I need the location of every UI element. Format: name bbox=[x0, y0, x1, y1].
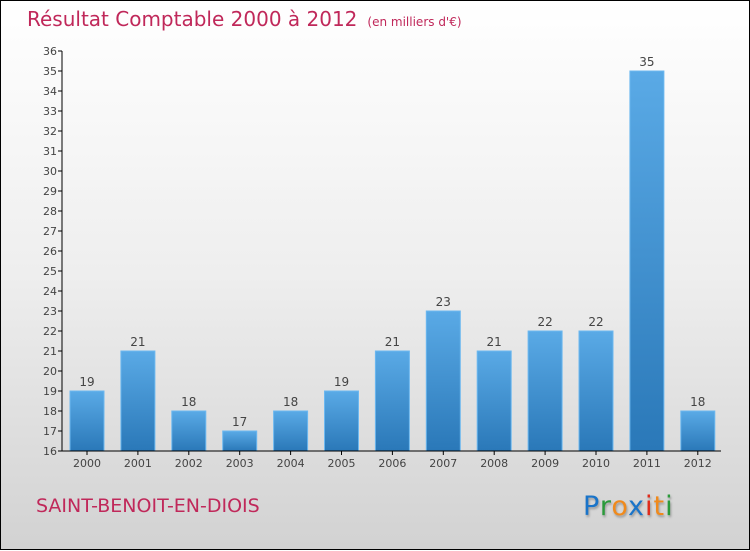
chart-subtitle: (en milliers d'€) bbox=[367, 15, 462, 29]
data-label-2003: 17 bbox=[232, 415, 247, 429]
y-tick-label-16: 16 bbox=[43, 445, 57, 458]
bar-2012 bbox=[680, 410, 716, 452]
proxiti-logo: Proxiti bbox=[583, 491, 674, 522]
y-tick-label-28: 28 bbox=[43, 205, 57, 218]
x-tick-label-2008: 2008 bbox=[480, 457, 508, 470]
data-label-2008: 21 bbox=[487, 335, 502, 349]
x-tick-label-2003: 2003 bbox=[226, 457, 254, 470]
logo-letter: x bbox=[628, 491, 646, 522]
logo-letter: t bbox=[653, 491, 666, 522]
y-tick-label-17: 17 bbox=[43, 425, 57, 438]
y-tick-label-30: 30 bbox=[43, 165, 57, 178]
data-label-2005: 19 bbox=[334, 375, 349, 389]
bar-2000 bbox=[69, 390, 105, 452]
data-label-2006: 21 bbox=[385, 335, 400, 349]
data-label-2001: 21 bbox=[130, 335, 145, 349]
y-tick-label-20: 20 bbox=[43, 365, 57, 378]
y-tick-label-32: 32 bbox=[43, 125, 57, 138]
data-label-2000: 19 bbox=[79, 375, 94, 389]
bar-2006 bbox=[374, 350, 410, 452]
x-tick-label-2012: 2012 bbox=[684, 457, 712, 470]
bar-2011 bbox=[629, 70, 665, 452]
y-tick-label-18: 18 bbox=[43, 405, 57, 418]
y-tick-label-29: 29 bbox=[43, 185, 57, 198]
x-tick-label-2007: 2007 bbox=[429, 457, 457, 470]
y-tick-label-25: 25 bbox=[43, 265, 57, 278]
data-label-2007: 23 bbox=[436, 295, 451, 309]
y-tick-label-22: 22 bbox=[43, 325, 57, 338]
bar-2004 bbox=[273, 410, 309, 452]
x-tick-label-2004: 2004 bbox=[277, 457, 305, 470]
x-tick-label-2000: 2000 bbox=[73, 457, 101, 470]
data-label-2002: 18 bbox=[181, 395, 196, 409]
logo-letter: P bbox=[583, 491, 600, 522]
y-tick-label-31: 31 bbox=[43, 145, 57, 158]
data-label-2011: 35 bbox=[639, 55, 654, 69]
logo-letter: r bbox=[599, 491, 612, 522]
bar-2008 bbox=[476, 350, 512, 452]
x-tick-label-2011: 2011 bbox=[633, 457, 661, 470]
x-tick-label-2005: 2005 bbox=[328, 457, 356, 470]
data-label-2004: 18 bbox=[283, 395, 298, 409]
logo-letter: i bbox=[665, 491, 674, 522]
data-label-2010: 22 bbox=[588, 315, 603, 329]
bar-2002 bbox=[171, 410, 207, 452]
y-tick-label-35: 35 bbox=[43, 65, 57, 78]
bar-2007 bbox=[425, 310, 461, 452]
title-text: Résultat Comptable 2000 à 2012 bbox=[27, 7, 358, 31]
data-label-2012: 18 bbox=[690, 395, 705, 409]
town-name: SAINT-BENOIT-EN-DIOIS bbox=[36, 495, 260, 517]
y-tick-label-33: 33 bbox=[43, 105, 57, 118]
chart-title: Résultat Comptable 2000 à 2012 (en millie… bbox=[27, 7, 462, 31]
x-tick-label-2010: 2010 bbox=[582, 457, 610, 470]
bar-2005 bbox=[324, 390, 359, 452]
x-tick-label-2002: 2002 bbox=[175, 457, 203, 470]
bar-2010 bbox=[578, 330, 614, 452]
y-tick-label-24: 24 bbox=[43, 285, 57, 298]
bar-2003 bbox=[222, 430, 258, 452]
y-tick-label-34: 34 bbox=[43, 85, 57, 98]
x-tick-label-2009: 2009 bbox=[531, 457, 559, 470]
logo-letter: i bbox=[645, 491, 654, 522]
y-tick-label-23: 23 bbox=[43, 305, 57, 318]
y-tick-label-36: 36 bbox=[43, 45, 57, 58]
data-label-2009: 22 bbox=[537, 315, 552, 329]
y-tick-label-21: 21 bbox=[43, 345, 57, 358]
y-tick-label-19: 19 bbox=[43, 385, 57, 398]
bar-2001 bbox=[120, 350, 156, 452]
y-tick-label-27: 27 bbox=[43, 225, 57, 238]
bar-2009 bbox=[527, 330, 563, 452]
x-tick-label-2001: 2001 bbox=[124, 457, 152, 470]
x-tick-label-2006: 2006 bbox=[378, 457, 406, 470]
logo-letter: o bbox=[611, 491, 629, 522]
y-tick-label-26: 26 bbox=[43, 245, 57, 258]
